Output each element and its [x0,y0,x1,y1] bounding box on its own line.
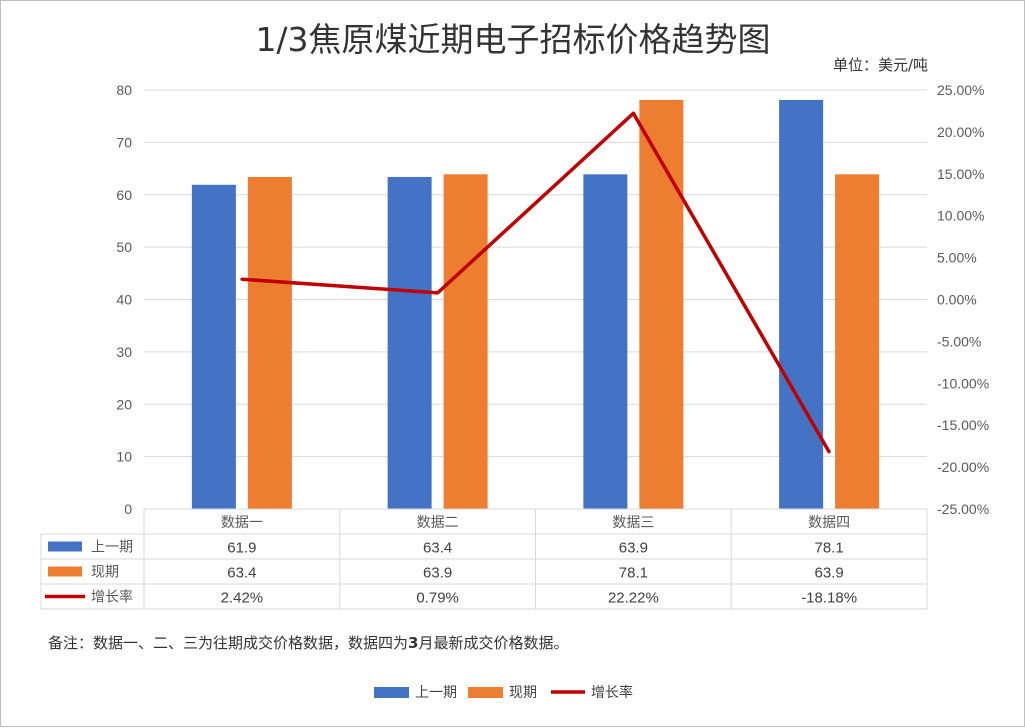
footnote-suffix: 月最新成交价格数据。 [418,634,568,652]
y-right-tick-label: -15.00% [937,417,989,433]
data-cell: 61.9 [227,540,256,557]
data-cell: 22.22% [608,590,659,607]
bar-previous [779,99,824,510]
data-cell: 2.42% [221,590,264,607]
bar-current [639,99,684,510]
bar-current [247,176,292,509]
growth-rate-point [827,450,831,454]
y-right-tick-label: 20.00% [937,124,984,140]
y-left-tick-label: 20 [116,396,132,412]
y-right-tick-label: -10.00% [937,375,989,391]
y-left-tick-label: 70 [116,134,132,150]
data-cell: -18.18% [801,590,857,607]
chart-title: 1/3焦原煤近期电子招标价格趋势图 [255,20,770,59]
data-cell: 63.4 [423,540,452,557]
bar-previous [387,176,432,509]
series-name: 现期 [91,565,119,581]
y-left-tick-label: 0 [124,501,132,517]
data-cell: 63.9 [815,565,844,582]
series-name: 上一期 [91,540,133,556]
legend: 上一期 现期 增长率 [374,684,633,701]
bars [191,99,880,510]
category-label: 数据三 [612,515,654,531]
y-right-tick-label: -25.00% [937,501,989,517]
table-legend-swatch [48,566,82,577]
y-right-tick-label: 5.00% [937,250,977,266]
footnote-prefix: 备注：数据一、二、三为往期成交价格数据，数据四为 [48,634,408,652]
footnote-bold: 3 [408,634,418,652]
y-right-tick-label: 10.00% [937,208,984,224]
table-legend-swatch [48,541,82,552]
bar-current [443,174,488,510]
y-right-tick-label: -5.00% [937,333,981,349]
unit-label: 单位：美元/吨 [833,56,928,74]
data-cell: 78.1 [815,540,844,557]
legend-label: 增长率 [591,684,633,701]
y-right-tick-label: 25.00% [937,82,984,98]
y-left-tick-label: 10 [116,449,132,465]
growth-rate-point [631,111,635,115]
y-left-tick-label: 40 [116,292,132,308]
category-label: 数据四 [808,515,850,531]
data-cell: 63.4 [227,565,256,582]
legend-swatch [374,687,409,698]
y-left-tick-label: 50 [116,239,132,255]
series-name: 增长率 [91,589,133,606]
legend-swatch [468,687,503,698]
growth-rate-point [240,277,244,281]
legend-label: 现期 [509,685,537,701]
y-left-tick-label: 80 [116,82,132,98]
bar-previous [583,174,628,510]
data-cell: 63.9 [619,540,648,557]
growth-line [240,111,831,454]
footnote: 备注：数据一、二、三为往期成交价格数据，数据四为3月最新成交价格数据。 [48,634,568,652]
category-label: 数据一 [221,515,263,531]
y-right-tick-label: 15.00% [937,166,984,182]
data-cell: 78.1 [619,565,648,582]
y-right-tick-label: 0.00% [937,292,977,308]
growth-rate-line [241,111,831,453]
y-right-tick-label: -20.00% [937,459,989,475]
y-left-tick-label: 30 [116,344,132,360]
bar-previous [191,184,236,509]
axis-ticks: 0 10 20 30 40 50 60 70 80 -25.00% -20.00% -15.00% -1… [116,82,989,517]
bar-current [835,174,880,510]
growth-rate-point [436,291,440,295]
category-label: 数据二 [417,515,459,531]
legend-label: 上一期 [415,685,457,701]
data-cell: 0.79% [416,590,459,607]
data-cell: 63.9 [423,565,452,582]
y-left-tick-label: 60 [116,187,132,203]
